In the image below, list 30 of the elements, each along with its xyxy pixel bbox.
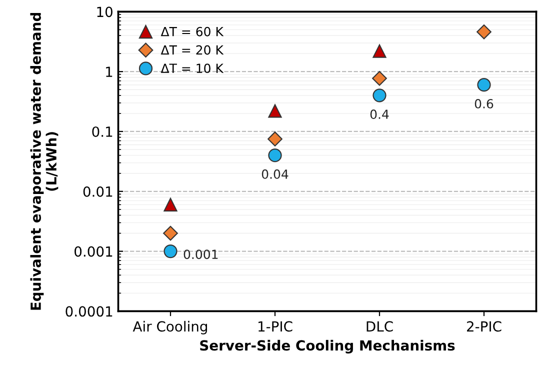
legend-label: ΔT = 10 K [160, 64, 224, 74]
y-tick-label: 10 [97, 6, 112, 18]
data-label: 0.6 [474, 98, 494, 108]
data-label: 0.04 [262, 169, 288, 179]
data-label: 0.4 [370, 110, 389, 119]
x-tick-label: Air Cooling [132, 320, 207, 334]
y-tick-label: 0.01 [83, 186, 112, 197]
y-axis-title: Equivalent evaporative water demand (L/kWh) [30, 12, 58, 310]
legend-label: ΔT = 20 K [160, 45, 224, 55]
x-tick-label: DLC [366, 321, 393, 332]
point [164, 244, 178, 258]
point [476, 24, 492, 40]
x-tick-label: 1-PIC [258, 321, 292, 332]
y-tick-label: 0.0001 [66, 306, 112, 317]
point [477, 78, 491, 92]
y-tick-label: 0.001 [74, 246, 112, 257]
x-axis-title: Server-Side Cooling Mechanisms [200, 340, 455, 354]
point [268, 132, 282, 146]
y-tick-label: 1 [106, 66, 112, 77]
legend-label: ΔT = 60 K [160, 26, 224, 36]
point [268, 148, 282, 162]
point [372, 44, 386, 58]
point [372, 88, 386, 102]
data-label: 0.001 [184, 250, 218, 260]
x-tick-label: 2-PIC [467, 321, 502, 332]
point [164, 198, 178, 212]
point [268, 104, 282, 118]
point [163, 226, 178, 241]
point [372, 70, 387, 86]
y-tick-label: 0.1 [92, 126, 112, 137]
